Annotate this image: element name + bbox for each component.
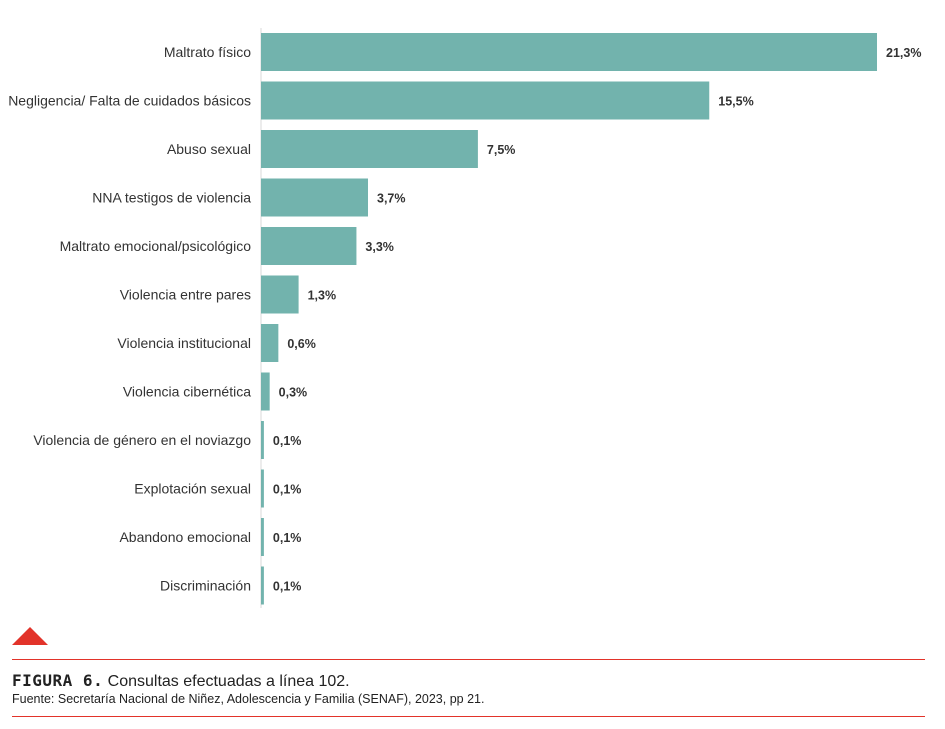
category-label: Abuso sexual — [167, 141, 251, 157]
bars-group: Maltrato físico 21,3% Negligencia/ Falta d… — [8, 33, 921, 605]
bar — [261, 178, 369, 217]
bar — [261, 33, 877, 71]
category-label: Negligencia/ Falta de cuidados básicos — [8, 93, 251, 109]
bar — [261, 130, 478, 168]
bar — [261, 566, 264, 605]
category-label: Maltrato emocional/psicológico — [60, 238, 252, 254]
category-label: Violencia de género en el noviazgo — [33, 432, 251, 448]
bar — [261, 469, 264, 508]
bar — [261, 275, 299, 314]
value-label: 0,1% — [273, 483, 302, 497]
category-label: Maltrato físico — [164, 44, 251, 60]
bar-chart: Maltrato físico 21,3% Negligencia/ Falta d… — [8, 28, 921, 608]
figure-number: FIGURA 6. — [12, 671, 104, 690]
value-label: 1,3% — [308, 289, 337, 303]
bar — [261, 324, 279, 362]
caption-rule-bottom — [12, 716, 925, 717]
value-label: 3,3% — [365, 240, 394, 254]
category-label: Abandono emocional — [119, 529, 251, 545]
bar — [261, 81, 710, 120]
value-label: 0,6% — [287, 337, 316, 351]
figure-source: Fuente: Secretaría Nacional de Niñez, Ad… — [12, 692, 485, 706]
figure-marker-triangle — [12, 627, 48, 645]
bar — [261, 372, 270, 411]
value-label: 7,5% — [487, 143, 515, 157]
value-label: 21,3% — [886, 46, 921, 60]
value-label: 0,1% — [273, 580, 302, 594]
bar — [261, 421, 264, 459]
value-label: 15,5% — [718, 95, 753, 109]
value-label: 0,3% — [279, 386, 308, 400]
value-label: 0,1% — [273, 434, 302, 448]
category-label: NNA testigos de violencia — [92, 190, 251, 206]
category-label: Violencia cibernética — [123, 384, 251, 400]
figure-caption: FIGURA 6. Consultas efectuadas a línea 1… — [12, 671, 350, 691]
category-label: Violencia entre pares — [120, 287, 251, 303]
value-label: 3,7% — [377, 192, 406, 206]
category-label: Discriminación — [160, 578, 251, 594]
category-label: Violencia institucional — [117, 335, 251, 351]
bar — [261, 518, 264, 556]
caption-rule-top — [12, 659, 925, 660]
category-label: Explotación sexual — [134, 481, 251, 497]
bar — [261, 227, 357, 265]
value-label: 0,1% — [273, 531, 302, 545]
figure-title: Consultas efectuadas a línea 102. — [103, 673, 350, 690]
